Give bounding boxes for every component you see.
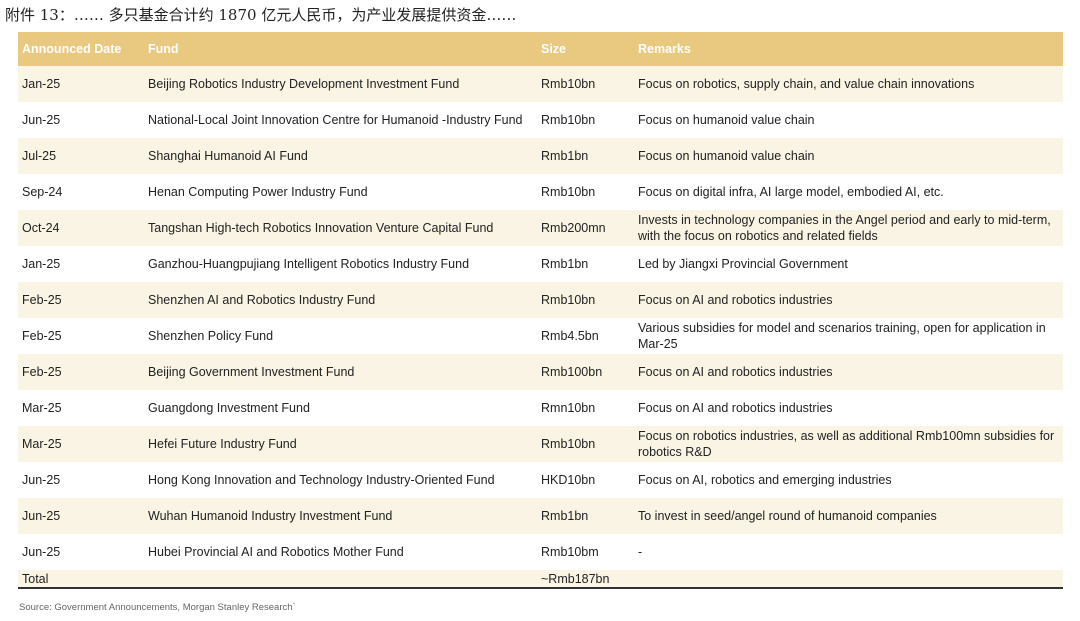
cell-size: Rmb10bn [541, 185, 596, 199]
cell-remarks: Focus on robotics, supply chain, and val… [634, 66, 1063, 102]
cell-date: Mar-25 [18, 426, 144, 462]
header-size: Size [537, 32, 634, 66]
header-remarks: Remarks [634, 32, 1063, 66]
table-row: Mar-25 Hefei Future Industry Fund Rmb10bn F… [18, 426, 1063, 462]
cell-size: Rmb100bn [537, 354, 634, 390]
funds-table: Announced Date Fund Size Remarks Jan-25 B… [18, 32, 1063, 589]
cell-size: Rmb10bn [541, 113, 596, 127]
table-row: Jun-25 Hubei Provincial AI and Robotics M… [18, 534, 1063, 570]
cell-fund: Ganzhou-Huangpujiang Intelligent Robotic… [148, 257, 470, 271]
table-row: Jan-25 Ganzhou-Huangpujiang Intelligent R… [18, 246, 1063, 282]
total-size: ~Rmb187bn [537, 570, 634, 589]
cell-size: Rmb10bn [537, 426, 634, 462]
cell-size: Rmb4.5bn [541, 329, 599, 343]
cell-remarks: Focus on AI and robotics industries [638, 401, 833, 415]
table-row: Feb-25 Shenzhen AI and Robotics Industry … [18, 282, 1063, 318]
cell-date: Jun-25 [22, 473, 61, 487]
cell-remarks: Focus on AI and robotics industries [634, 354, 1063, 390]
cell-fund: Shanghai Humanoid AI Fund [144, 138, 537, 174]
cell-fund: Beijing Robotics Industry Development In… [144, 66, 537, 102]
cell-size: Rmb10bm [541, 545, 599, 559]
cell-date: Jun-25 [22, 545, 61, 559]
table-row: Feb-25 Shenzhen Policy Fund Rmb4.5bn Variou… [18, 318, 1063, 354]
table-row: Jan-25 Beijing Robotics Industry Developm… [18, 66, 1063, 102]
cell-size: Rmb10bn [537, 66, 634, 102]
cell-date: Sep-24 [22, 185, 63, 199]
cell-fund: Tangshan High-tech Robotics Innovation V… [144, 210, 537, 246]
cell-remarks: Invests in technology companies in the A… [634, 210, 1063, 246]
table-row: Oct-24 Tangshan High-tech Robotics Innova… [18, 210, 1063, 246]
source-note: Source: Government Announcements, Morgan… [19, 602, 296, 613]
header-date: Announced Date [18, 32, 144, 66]
cell-fund: Hong Kong Innovation and Technology Indu… [148, 473, 495, 487]
table-row: Feb-25 Beijing Government Investment Fund… [18, 354, 1063, 390]
cell-fund: Henan Computing Power Industry Fund [148, 185, 368, 199]
table-row: Jun-25 Wuhan Humanoid Industry Investment… [18, 498, 1063, 534]
total-row: Total ~Rmb187bn [18, 570, 1063, 589]
cell-fund: Wuhan Humanoid Industry Investment Fund [144, 498, 537, 534]
table-row: Jul-25 Shanghai Humanoid AI Fund Rmb1bn Foc… [18, 138, 1063, 174]
cell-date: Jun-25 [18, 498, 144, 534]
cell-size: Rmb10bn [537, 282, 634, 318]
cell-remarks: Focus on AI, robotics and emerging indus… [638, 473, 892, 487]
cell-size: Rmb200mn [537, 210, 634, 246]
cell-date: Mar-25 [22, 401, 62, 415]
cell-date: Feb-25 [22, 329, 62, 343]
cell-date: Feb-25 [18, 282, 144, 318]
table-row: Jun-25 National-Local Joint Innovation Ce… [18, 102, 1063, 138]
cell-remarks: Focus on robotics industries, as well as… [634, 426, 1063, 462]
cell-date: Jan-25 [18, 66, 144, 102]
cell-remarks: Focus on humanoid value chain [634, 138, 1063, 174]
header-row: Announced Date Fund Size Remarks [18, 32, 1063, 66]
cell-remarks: Focus on AI and robotics industries [634, 282, 1063, 318]
cell-remarks: Various subsidies for model and scenario… [638, 321, 1046, 351]
cell-empty [634, 570, 1063, 589]
cell-fund: Guangdong Investment Fund [148, 401, 310, 415]
cell-remarks: - [638, 545, 643, 559]
cell-date: Feb-25 [18, 354, 144, 390]
cell-date: Oct-24 [18, 210, 144, 246]
cell-date: Jan-25 [22, 257, 61, 271]
cell-size: Rmb1bn [537, 498, 634, 534]
cell-remarks: Focus on digital infra, AI large model, … [638, 185, 944, 199]
cell-size: Rmn10bn [541, 401, 596, 415]
total-label: Total [18, 570, 144, 589]
cell-fund: Shenzhen Policy Fund [148, 329, 274, 343]
cell-remarks: To invest in seed/angel round of humanoi… [634, 498, 1063, 534]
cell-fund: Shenzhen AI and Robotics Industry Fund [144, 282, 537, 318]
table-row: Mar-25 Guangdong Investment Fund Rmn10bn Fo… [18, 390, 1063, 426]
header-fund: Fund [144, 32, 537, 66]
cell-fund: Hefei Future Industry Fund [144, 426, 537, 462]
cell-fund: Hubei Provincial AI and Robotics Mother … [148, 545, 404, 559]
cell-fund: National-Local Joint Innovation Centre f… [148, 113, 523, 127]
cell-date: Jul-25 [18, 138, 144, 174]
table-row: Sep-24 Henan Computing Power Industry Fun… [18, 174, 1063, 210]
cell-empty [144, 570, 537, 589]
cell-fund: Beijing Government Investment Fund [144, 354, 537, 390]
cell-date: Jun-25 [22, 113, 61, 127]
cell-size: Rmb1bn [537, 138, 634, 174]
cell-size: Rmb1bn [541, 257, 589, 271]
table-row: Jun-25 Hong Kong Innovation and Technolog… [18, 462, 1063, 498]
cell-size: HKD10bn [541, 473, 596, 487]
cell-remarks: Led by Jiangxi Provincial Government [638, 257, 848, 271]
cell-remarks: Focus on humanoid value chain [638, 113, 815, 127]
figure-title: 附件 13：…… 多只基金合计约 1870 亿元人民币，为产业发展提供资金…… [5, 6, 517, 24]
